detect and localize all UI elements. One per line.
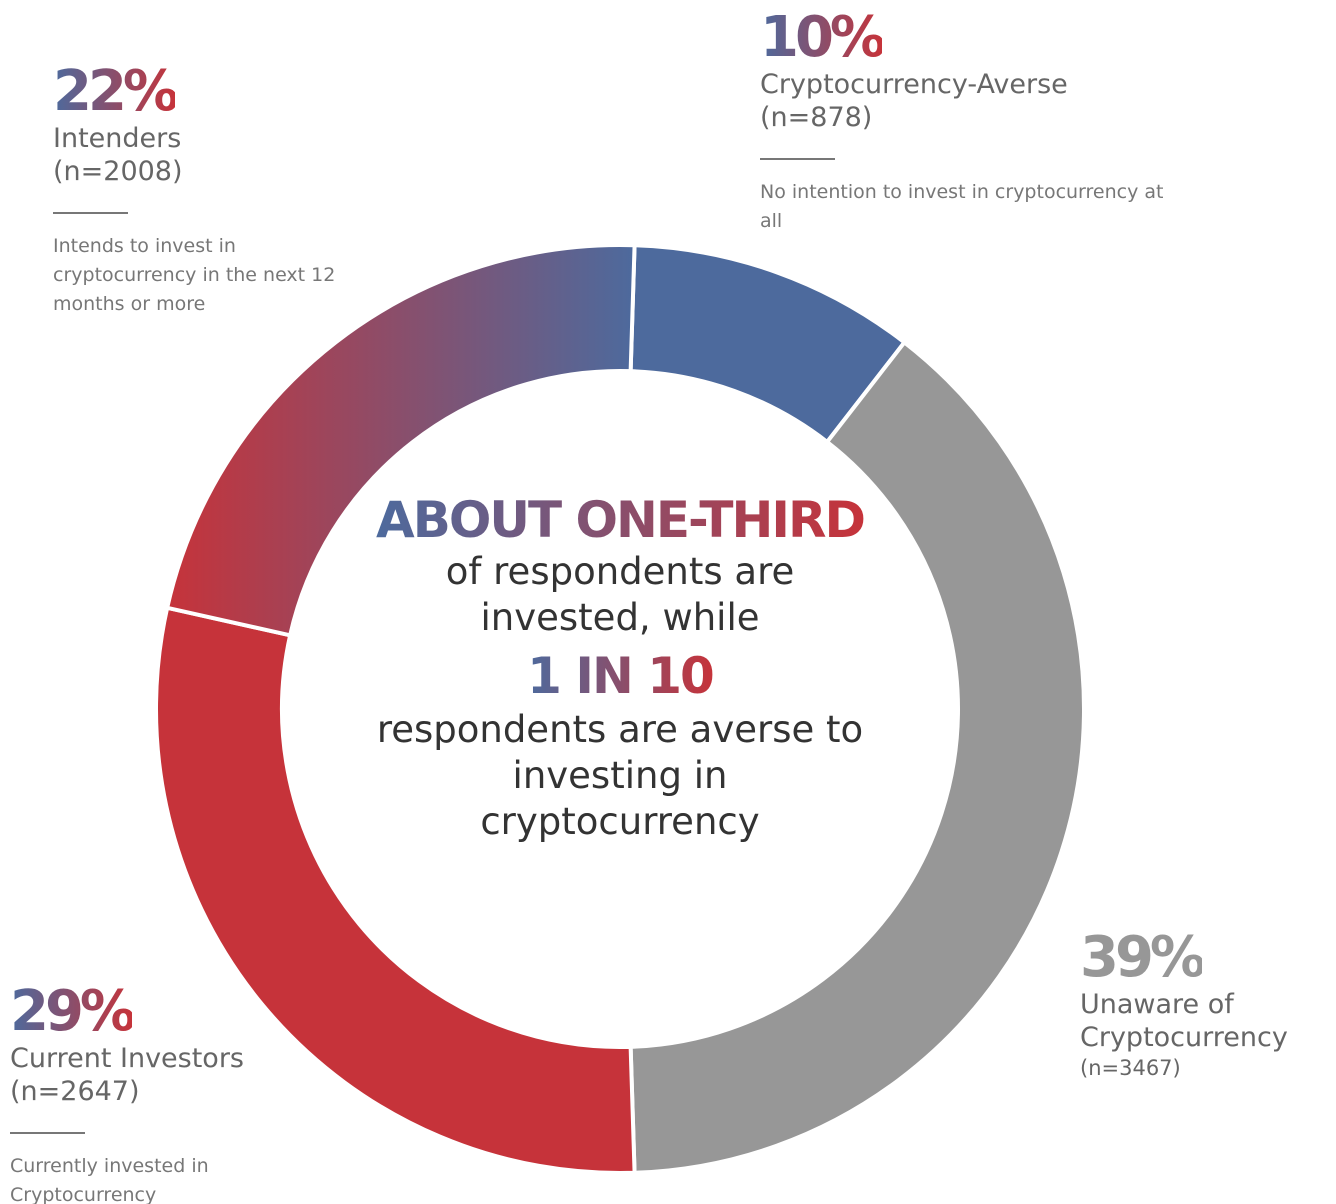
center-headline: 1 IN 10 (527, 647, 715, 705)
category-name: Cryptocurrency-Averse (760, 69, 1068, 100)
slice (154, 605, 637, 1175)
center-body: respondents are averse to investing in c… (376, 708, 864, 843)
count-label: (n=3467) (1080, 1056, 1181, 1080)
category-name: Current Investors (10, 1043, 244, 1074)
percent-label: 39% (1080, 925, 1206, 990)
slice (164, 243, 637, 638)
center-text: ABOUT ONE-THIRD of respondents are inves… (370, 495, 870, 845)
center-headline: ABOUT ONE-THIRD (376, 491, 866, 549)
divider (10, 1132, 85, 1134)
percent-label: 29% (10, 979, 136, 1044)
category-name: Intenders (53, 123, 182, 154)
slice-label: 22% Intenders (n=2008) Intends to invest in… (53, 62, 363, 319)
center-body: of respondents are invested, while (445, 550, 795, 639)
slice-label: 10% Cryptocurrency-Averse (n=878) No intent… (760, 8, 1180, 236)
slice-label: 29% Current Investors (n=2647) Currently in… (10, 982, 310, 1204)
description: Intends to invest in cryptocurrency in t… (53, 235, 336, 315)
description: Currently invested in Cryptocurrency (10, 1155, 209, 1204)
divider (760, 158, 835, 160)
count-label: (n=2008) (53, 156, 183, 187)
slice (628, 339, 1086, 1175)
percent-label: 10% (760, 5, 886, 70)
count-label: (n=2647) (10, 1076, 140, 1107)
category-name: Unaware of Cryptocurrency (1080, 989, 1288, 1053)
description: No intention to invest in cryptocurrency… (760, 181, 1164, 232)
slice-label: 39% Unaware of Cryptocurrency (n=3467) (1080, 928, 1330, 1082)
percent-label: 22% (53, 59, 179, 124)
count-label: (n=878) (760, 102, 873, 133)
divider (53, 212, 128, 214)
